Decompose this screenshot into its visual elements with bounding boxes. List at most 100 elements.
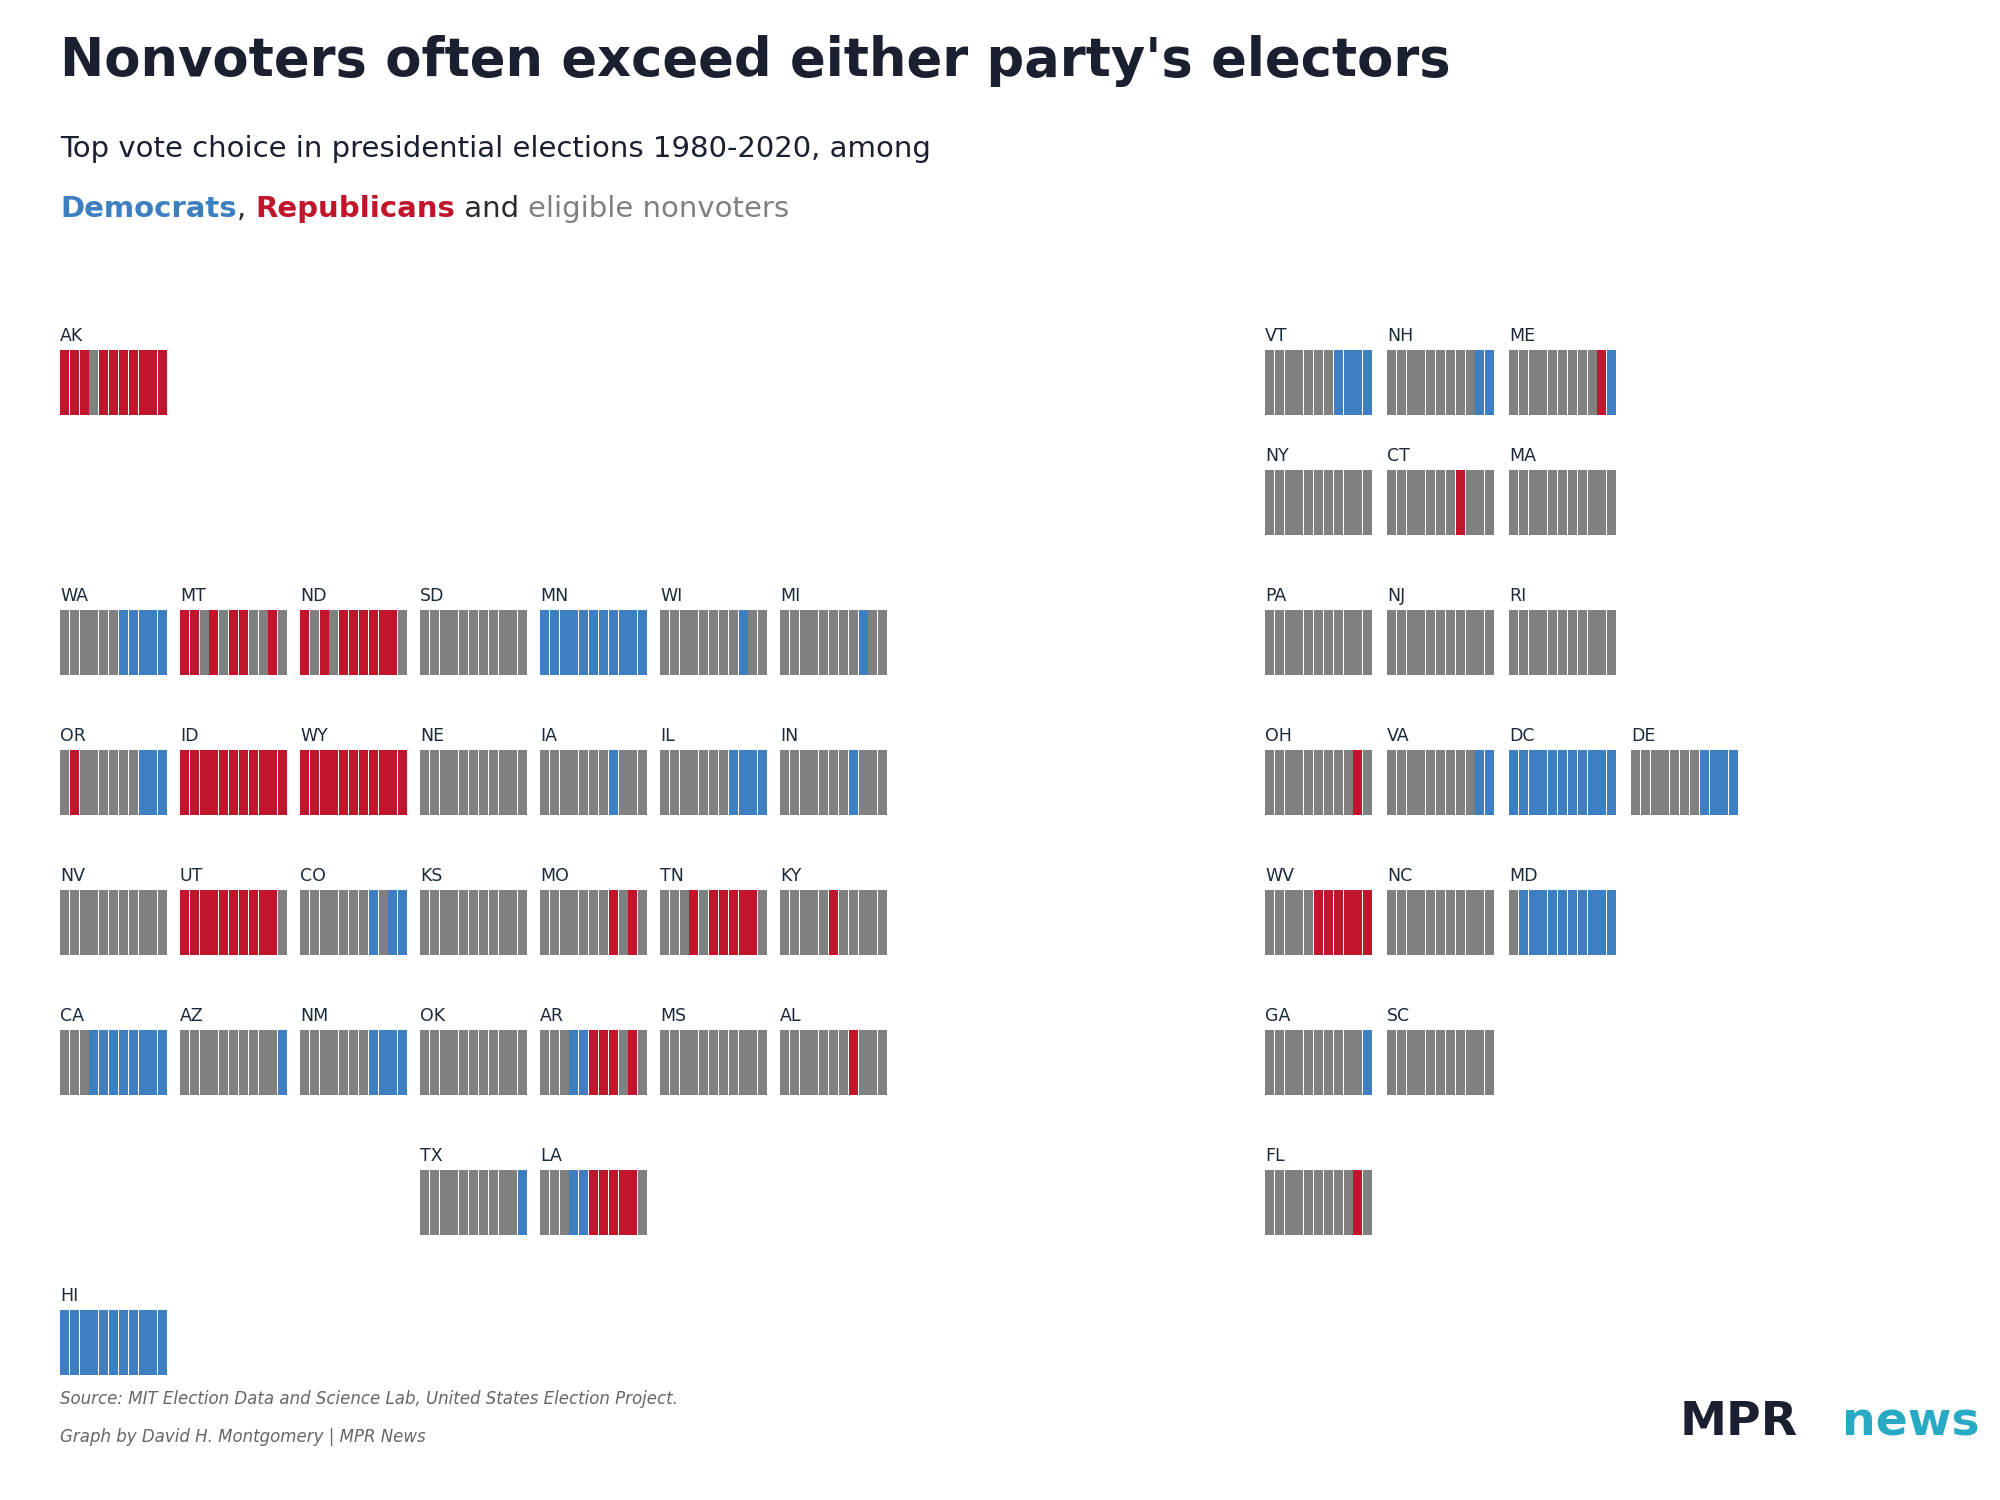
Bar xyxy=(330,610,338,675)
Bar xyxy=(1486,1030,1494,1095)
Bar xyxy=(498,750,508,814)
Bar xyxy=(110,890,118,956)
Bar xyxy=(580,1030,588,1095)
Bar xyxy=(598,610,608,675)
Bar xyxy=(570,1030,578,1095)
Text: MA: MA xyxy=(1510,447,1536,465)
Bar xyxy=(460,610,468,675)
Bar xyxy=(478,610,488,675)
Text: VT: VT xyxy=(1266,327,1288,345)
Bar xyxy=(478,1170,488,1234)
Bar xyxy=(1548,890,1558,956)
Bar xyxy=(670,890,678,956)
Bar xyxy=(1274,610,1284,675)
Bar xyxy=(248,890,258,956)
Bar xyxy=(460,750,468,814)
Bar xyxy=(1446,470,1454,536)
Bar xyxy=(1436,610,1446,675)
Bar xyxy=(1632,750,1640,814)
Bar xyxy=(690,1030,698,1095)
Bar xyxy=(1388,890,1396,956)
Bar xyxy=(1304,750,1314,814)
Bar xyxy=(1406,1030,1416,1095)
Bar xyxy=(320,610,328,675)
Bar xyxy=(758,610,768,675)
Bar xyxy=(738,750,748,814)
Bar xyxy=(518,750,528,814)
Bar xyxy=(1578,470,1586,536)
Bar xyxy=(1518,610,1528,675)
Bar xyxy=(1426,1030,1436,1095)
Bar xyxy=(518,1170,528,1234)
Bar xyxy=(320,890,328,956)
Text: WA: WA xyxy=(60,586,88,604)
Bar xyxy=(148,890,158,956)
Bar xyxy=(1486,470,1494,536)
Bar xyxy=(1700,750,1708,814)
Bar xyxy=(1608,350,1616,416)
Bar xyxy=(830,1030,838,1095)
Bar xyxy=(608,1030,618,1095)
Bar xyxy=(398,750,408,814)
Bar xyxy=(700,1030,708,1095)
Bar xyxy=(1588,470,1596,536)
Bar xyxy=(488,890,498,956)
Text: WY: WY xyxy=(300,728,328,746)
Text: ME: ME xyxy=(1510,327,1536,345)
Bar xyxy=(398,610,408,675)
Bar xyxy=(138,350,148,416)
Bar xyxy=(238,610,248,675)
Bar xyxy=(1558,750,1568,814)
Text: CT: CT xyxy=(1388,447,1410,465)
Bar xyxy=(100,1030,108,1095)
Bar xyxy=(1354,1030,1362,1095)
Bar xyxy=(758,890,768,956)
Bar xyxy=(680,610,688,675)
Bar xyxy=(460,890,468,956)
Bar xyxy=(1344,1030,1352,1095)
Bar xyxy=(628,750,638,814)
Bar xyxy=(1518,350,1528,416)
Bar xyxy=(838,750,848,814)
Bar xyxy=(1344,610,1352,675)
Bar xyxy=(560,750,568,814)
Bar xyxy=(70,610,78,675)
Bar xyxy=(300,750,310,814)
Bar xyxy=(1510,890,1518,956)
Bar xyxy=(1568,350,1576,416)
Bar xyxy=(118,1030,128,1095)
Bar xyxy=(608,750,618,814)
Bar xyxy=(1388,750,1396,814)
Bar xyxy=(128,1310,138,1376)
Bar xyxy=(138,610,148,675)
Bar xyxy=(1548,610,1558,675)
Bar xyxy=(1334,1170,1342,1234)
Bar xyxy=(1538,890,1548,956)
Bar xyxy=(158,610,168,675)
Bar xyxy=(570,890,578,956)
Bar xyxy=(800,750,808,814)
Bar xyxy=(60,350,70,416)
Bar xyxy=(498,610,508,675)
Bar xyxy=(660,1030,670,1095)
Bar xyxy=(508,610,518,675)
Bar xyxy=(1548,750,1558,814)
Bar xyxy=(1284,350,1294,416)
Bar xyxy=(670,750,678,814)
Bar xyxy=(1456,1030,1464,1095)
Bar xyxy=(158,750,168,814)
Bar xyxy=(90,1030,98,1095)
Bar xyxy=(660,610,670,675)
Bar xyxy=(1314,1170,1324,1234)
Bar xyxy=(1304,1170,1314,1234)
Bar xyxy=(1314,350,1324,416)
Bar xyxy=(138,1030,148,1095)
Bar xyxy=(1446,750,1454,814)
Text: eligible nonvoters: eligible nonvoters xyxy=(528,195,790,223)
Bar xyxy=(618,1170,628,1234)
Bar xyxy=(460,1170,468,1234)
Bar xyxy=(1476,750,1484,814)
Bar xyxy=(718,890,728,956)
Bar xyxy=(590,890,598,956)
Bar xyxy=(518,1030,528,1095)
